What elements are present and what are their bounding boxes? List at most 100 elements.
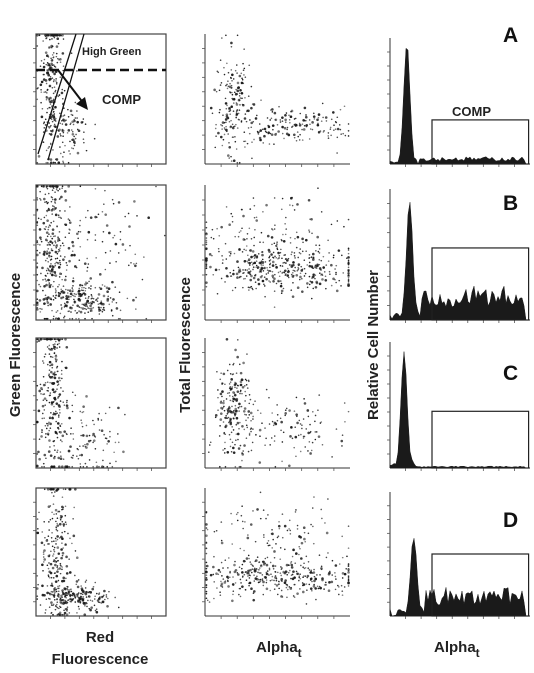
panel-total-vs-alpha-d-point — [268, 568, 271, 571]
panel-total-vs-alpha-b-point — [271, 264, 275, 267]
panel-green-vs-red-b-point — [59, 210, 61, 212]
panel-green-vs-red-c-point — [100, 419, 103, 421]
panel-green-vs-red-d-point — [96, 599, 100, 602]
panel-green-vs-red-b-point — [54, 240, 56, 242]
panel-green-vs-red-c-point — [82, 405, 85, 408]
panel-green-vs-red-c-point — [52, 400, 55, 403]
panel-green-vs-red-b-point — [95, 298, 98, 301]
panel-green-vs-red-b-point — [72, 277, 75, 279]
panel-total-vs-alpha-d-point — [220, 539, 223, 542]
panel-green-vs-red-c-point — [48, 338, 50, 341]
panel-green-vs-red-c-point — [48, 344, 51, 347]
panel-green-vs-red-a-point — [47, 97, 50, 99]
panel-total-vs-alpha-d-point — [343, 572, 347, 576]
panel-green-vs-red-b-point — [70, 306, 73, 310]
panel-total-vs-alpha-a-point — [225, 34, 227, 37]
panel-green-vs-red-b-point — [104, 189, 106, 192]
panel-green-vs-red-c-point — [56, 347, 58, 349]
panel-green-vs-red-a-point — [42, 40, 44, 42]
panel-green-vs-red-d-point — [63, 587, 66, 590]
panel-green-vs-red-a-point — [71, 132, 75, 136]
panel-total-vs-alpha-d-point — [228, 576, 231, 579]
panel-green-vs-red-d-point — [45, 598, 48, 601]
panel-total-vs-alpha-d-point — [231, 523, 233, 525]
panel-total-vs-alpha-c-point — [248, 393, 251, 396]
panel-total-vs-alpha-a-point — [236, 109, 238, 112]
panel-green-vs-red-d-point — [77, 592, 80, 594]
panel-green-vs-red-d-point — [52, 495, 55, 497]
panel-green-vs-red-b-point — [108, 231, 111, 235]
panel-total-vs-alpha-d-point — [311, 507, 314, 509]
panel-green-vs-red-b-point — [76, 311, 79, 314]
panel-green-vs-red-d-point — [105, 594, 108, 596]
panel-total-vs-alpha-d-point — [205, 576, 208, 579]
panel-green-vs-red-b-point — [84, 307, 86, 310]
panel-total-vs-alpha-c-point — [224, 447, 226, 450]
panel-total-vs-alpha-d-point — [259, 517, 262, 520]
panel-total-vs-alpha-c-point — [222, 449, 224, 451]
panel-green-vs-red-a-point — [70, 122, 72, 124]
panel-green-vs-red-b-point — [88, 307, 91, 310]
panel-green-vs-red-b-point — [44, 294, 47, 297]
panel-total-vs-alpha-a-point — [228, 141, 230, 144]
panel-green-vs-red-d-point — [57, 613, 60, 615]
panel-total-vs-alpha-c-point — [294, 426, 297, 429]
panel-green-vs-red-b-point — [143, 256, 145, 258]
panel-total-vs-alpha-a-point — [239, 88, 242, 92]
panel-total-vs-alpha-a-point — [304, 115, 308, 119]
panel-green-vs-red-b-point — [97, 297, 99, 299]
panel-total-vs-alpha-c-point — [249, 398, 252, 401]
panel-total-vs-alpha-a-point — [217, 131, 220, 135]
panel-green-vs-red-b-point — [44, 201, 46, 203]
panel-green-vs-red-b-point — [86, 305, 89, 308]
panel-total-vs-alpha-a-point — [270, 133, 274, 136]
panel-green-vs-red-c-point — [60, 387, 62, 389]
panel-total-vs-alpha-b-point — [205, 221, 208, 224]
panel-total-vs-alpha-c-point — [228, 387, 231, 390]
panel-total-vs-alpha-b-point — [290, 273, 293, 276]
panel-green-vs-red-d-point — [58, 522, 62, 526]
panel-green-vs-red-a-point — [42, 122, 45, 125]
panel-total-vs-alpha-c-point — [252, 415, 254, 418]
panel-total-vs-alpha-d-point — [300, 557, 303, 560]
panel-total-vs-alpha-d-point — [258, 572, 261, 574]
panel-green-vs-red-d-point — [69, 537, 71, 540]
panel-green-vs-red-c-point — [84, 462, 87, 465]
panel-green-vs-red-a-point — [58, 58, 60, 61]
panel-green-vs-red-d-point — [64, 596, 66, 598]
panel-green-vs-red-c-point — [39, 338, 43, 341]
panel-green-vs-red-a-point — [51, 54, 54, 56]
panel-green-vs-red-c-point — [42, 360, 44, 362]
panel-green-vs-red-b-point — [77, 237, 79, 240]
panel-green-vs-red-a-point — [48, 146, 50, 148]
panel-total-vs-alpha-b-point — [229, 254, 231, 257]
panel-total-vs-alpha-c-point — [288, 409, 291, 412]
panel-total-vs-alpha-d-point — [219, 594, 222, 596]
panel-total-vs-alpha-d-point — [293, 596, 296, 598]
panel-total-vs-alpha-a-point — [220, 82, 223, 84]
panel-green-vs-red-c-point — [88, 459, 91, 461]
panel-green-vs-red-c-point — [49, 427, 52, 429]
panel-total-vs-alpha-d-point — [247, 569, 250, 573]
panel-total-vs-alpha-b-point — [347, 249, 350, 251]
panel-green-vs-red-b-point — [36, 197, 39, 199]
panel-green-vs-red-b-point — [56, 225, 58, 228]
panel-total-vs-alpha-c-point — [331, 456, 333, 458]
panel-total-vs-alpha-b-point — [347, 284, 350, 287]
panel-total-vs-alpha-b-point — [240, 230, 242, 232]
panel-green-vs-red-d-point — [70, 598, 74, 602]
panel-total-vs-alpha-c-point — [232, 451, 236, 454]
panel-green-vs-red-c-point — [55, 358, 58, 362]
panel-green-vs-red-b-point — [60, 288, 63, 291]
panel-green-vs-red-a-point — [39, 83, 43, 87]
panel-green-vs-red-d-point — [74, 600, 77, 603]
panel-green-vs-red-a-point — [52, 52, 55, 54]
panel-green-vs-red-d-point — [47, 575, 50, 578]
comp-label-histogram: COMP — [452, 104, 491, 119]
panel-total-vs-alpha-d-point — [307, 567, 310, 569]
panel-total-vs-alpha-c-point — [236, 390, 240, 393]
panel-green-vs-red-c-point — [43, 338, 46, 341]
panel-green-vs-red-b-point — [61, 187, 63, 189]
panel-green-vs-red-d-point — [84, 587, 87, 589]
panel-total-vs-alpha-d-point — [274, 583, 276, 586]
